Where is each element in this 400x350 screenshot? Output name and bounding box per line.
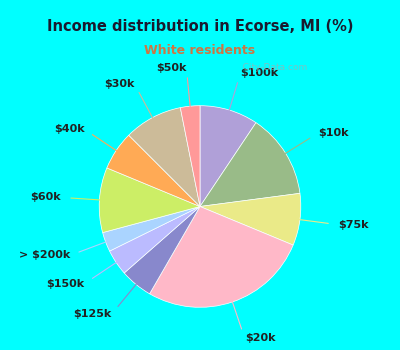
- Text: $100k: $100k: [240, 68, 278, 78]
- Wedge shape: [110, 206, 200, 273]
- Wedge shape: [200, 193, 301, 245]
- Wedge shape: [107, 135, 200, 206]
- Text: > $200k: > $200k: [18, 251, 70, 260]
- Text: Income distribution in Ecorse, MI (%): Income distribution in Ecorse, MI (%): [47, 19, 353, 34]
- Text: $60k: $60k: [30, 193, 61, 202]
- Text: $150k: $150k: [46, 279, 84, 289]
- Wedge shape: [99, 168, 200, 233]
- Text: City-Data.com: City-Data.com: [234, 63, 307, 72]
- Wedge shape: [124, 206, 200, 294]
- Wedge shape: [150, 206, 293, 307]
- Text: $50k: $50k: [156, 63, 186, 73]
- Wedge shape: [200, 106, 256, 206]
- Wedge shape: [200, 123, 300, 206]
- Text: $10k: $10k: [318, 128, 349, 138]
- Wedge shape: [180, 106, 200, 206]
- Wedge shape: [129, 108, 200, 206]
- Circle shape: [222, 58, 239, 76]
- Wedge shape: [103, 206, 200, 251]
- Text: White residents: White residents: [144, 44, 256, 57]
- Text: $20k: $20k: [245, 333, 275, 343]
- Text: $75k: $75k: [338, 220, 368, 230]
- Text: $40k: $40k: [54, 124, 84, 134]
- Text: $125k: $125k: [74, 309, 112, 319]
- Text: $30k: $30k: [104, 79, 134, 89]
